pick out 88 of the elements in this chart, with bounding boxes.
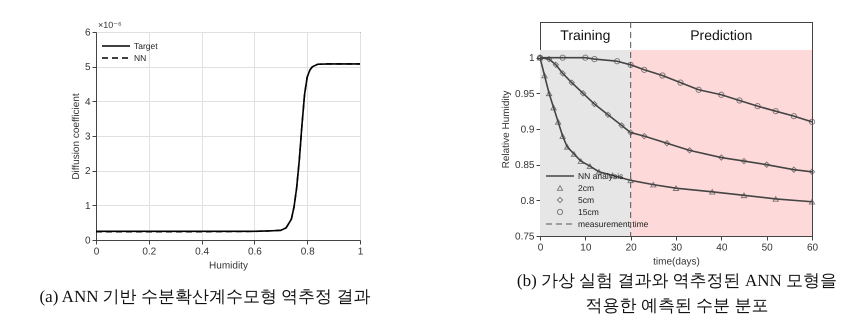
point [628,129,634,136]
x-tick-label: 0.2 [142,246,157,258]
point [564,144,570,150]
x-tick-label: 10 [580,242,592,254]
text: (b) 가상 실험 결과와 역추정된 ANN 모형을 적용한 예측된 수분 분포 [516,270,838,317]
point [677,80,684,86]
x-tick-label: 0.8 [300,246,316,258]
point [764,162,770,168]
point [772,196,779,202]
point [790,166,797,173]
point [614,58,620,64]
ref-line-label: measurement time [578,219,649,229]
x-tick-label: 50 [762,242,774,254]
point [641,66,648,73]
y-tick-label: 1 [528,53,535,64]
point [736,97,743,104]
point [591,56,598,62]
point [618,122,625,129]
y-tick-label: 0.95 [515,88,535,100]
y-axis-title: Diffusion coefficient [70,93,82,180]
point [641,133,648,140]
point [552,62,559,68]
point [580,90,586,96]
x-tick-label: 0 [94,246,100,258]
x-tick-label: 0.6 [248,246,262,258]
point [790,113,797,120]
x-axis-title: time(days) [653,256,700,268]
y-tick-label: 5 [84,62,91,74]
point [628,178,634,184]
x-tick-label: 20 [626,242,638,254]
point [808,199,816,204]
y-tick-label: 3 [84,132,91,142]
point [582,54,588,61]
point [672,185,680,191]
point [628,62,634,68]
y-tick-label: 0.75 [515,232,535,242]
point [686,147,693,154]
x-tick-label: 0 [538,242,544,254]
y-tick-label: 2 [84,166,91,178]
x-tick-label: 40 [716,242,728,254]
point [586,163,593,169]
point [754,103,761,110]
point [604,112,612,118]
x-tick-label: 1 [358,246,364,258]
point [696,86,702,93]
point [709,189,716,195]
x-tick-label: 30 [670,242,682,254]
point [740,158,748,164]
legend-label: 5cm [578,195,594,205]
text: ×10⁻⁶ [98,20,122,30]
y-tick-label: 0 [84,236,91,246]
point [560,54,566,61]
point [568,80,575,86]
point [718,92,724,98]
point [664,140,670,146]
x-tick-label: 60 [806,242,818,254]
point [570,151,578,157]
y-tick-label: 0.9 [520,124,535,136]
y-tick-label: 4 [84,96,91,108]
point [560,133,566,139]
y-tick-label: 0.85 [515,160,535,172]
point [546,56,552,62]
point [546,90,552,96]
x-axis-title: Humidity [209,260,248,272]
point [740,192,748,198]
point [591,100,598,108]
point [550,104,557,110]
point [555,119,562,125]
point [560,70,566,76]
point [659,72,666,79]
band-label: Training [560,27,610,43]
point [650,182,656,188]
band-label: Prediction [690,27,752,43]
x-tick-label: 0.4 [195,246,210,258]
y-axis-title: Relative Humidity [501,90,512,168]
y-tick-label: 1 [84,200,91,212]
point [541,72,548,78]
legend-label: NN [134,53,146,63]
point [772,108,779,114]
legend-label: 15cm [578,207,599,217]
point [718,154,724,161]
legend-label: Target [134,41,158,51]
point [808,168,816,175]
legend-label: 2cm [578,183,594,193]
y-tick-label: 0.8 [520,196,535,207]
point [578,158,584,164]
y-tick-label: 6 [84,28,91,38]
text: (a) ANN 기반 수분확산계수모형 역추정 결과 [38,286,372,308]
